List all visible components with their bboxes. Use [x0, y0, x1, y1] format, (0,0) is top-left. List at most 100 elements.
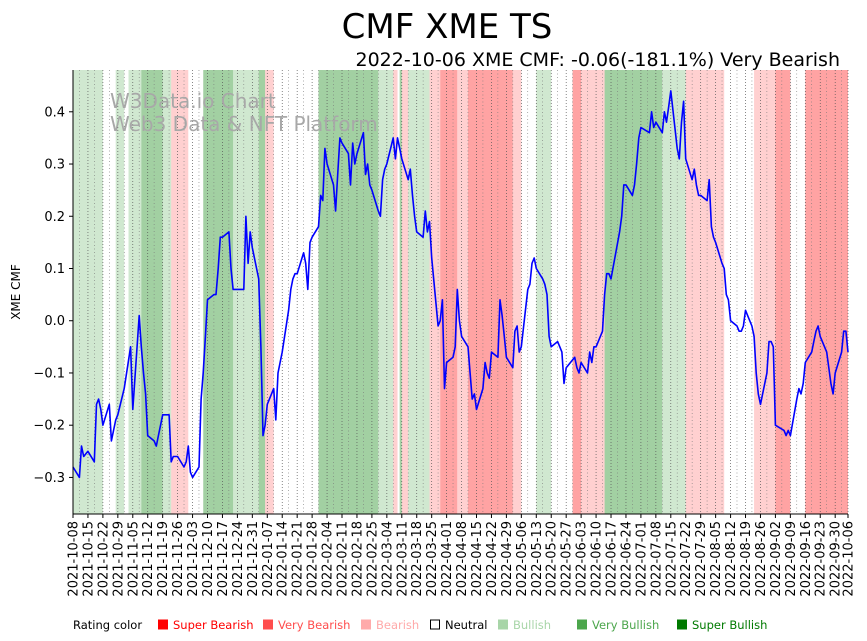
y-tick-label-2: −0.1: [33, 366, 65, 381]
rating-band-36: [754, 70, 776, 514]
legend-label-0: Super Bearish: [173, 618, 254, 632]
rating-band-5: [128, 70, 142, 514]
rating-band-17: [393, 70, 398, 514]
legend-swatch-1: [263, 619, 273, 630]
y-tick-label-5: 0.2: [44, 210, 65, 225]
x-tick-label-39: 2022-07-08: [649, 521, 664, 597]
x-tick-label-30: 2022-05-06: [515, 521, 530, 597]
rating-band-6: [141, 70, 163, 514]
rating-band-11: [233, 70, 259, 514]
x-tick-label-18: 2022-02-11: [336, 521, 351, 597]
x-tick-label-1: 2021-10-15: [81, 521, 96, 597]
x-tick-label-12: 2021-12-31: [246, 521, 261, 597]
x-tick-label-10: 2021-12-17: [216, 521, 231, 597]
rating-band-20: [401, 70, 409, 514]
x-tick-label-51: 2022-09-30: [829, 521, 844, 597]
rating-band-8: [171, 70, 189, 514]
x-tick-label-46: 2022-08-26: [754, 521, 769, 597]
rating-band-7: [162, 70, 172, 514]
x-tick-label-16: 2022-01-28: [306, 521, 321, 597]
legend-label-1: Very Bearish: [278, 618, 350, 632]
rating-band-1: [96, 70, 103, 514]
x-tick-label-8: 2021-12-03: [186, 521, 201, 597]
x-tick-label-50: 2022-09-23: [814, 521, 829, 597]
legend-label-6: Super Bullish: [692, 618, 767, 632]
rating-band-28: [536, 70, 552, 514]
rating-band-25: [467, 70, 513, 514]
rating-band-13: [265, 70, 274, 514]
x-tick-label-52: 2022-10-06: [842, 521, 857, 597]
x-tick-label-6: 2021-11-19: [156, 521, 171, 597]
y-tick-label-4: 0.1: [44, 262, 65, 277]
legend-title: Rating color: [73, 618, 142, 632]
rating-band-0: [73, 70, 97, 514]
axes: [72, 70, 848, 515]
x-tick-label-31: 2022-05-13: [530, 521, 545, 597]
rating-band-26: [512, 70, 522, 514]
legend-swatch-4: [498, 619, 508, 630]
x-tick-label-41: 2022-07-22: [679, 521, 694, 597]
rating-band-37: [775, 70, 791, 514]
legend-label-3: Neutral: [445, 618, 487, 632]
rating-band-10: [203, 70, 234, 514]
x-tick-label-19: 2022-02-18: [350, 521, 365, 597]
x-tick-label-23: 2022-03-18: [410, 521, 425, 597]
rating-band-32: [604, 70, 663, 514]
x-tick-label-7: 2021-11-26: [171, 521, 186, 597]
rating-band-24: [457, 70, 468, 514]
x-tick-label-28: 2022-04-22: [485, 521, 500, 597]
x-tick-label-20: 2022-02-25: [365, 521, 380, 597]
rating-legend: Rating color Super Bearish Very Bearish Bea…: [73, 618, 767, 632]
legend-swatch-3: [430, 619, 440, 630]
x-tick-label-45: 2022-08-19: [739, 521, 754, 597]
x-tick-label-43: 2022-08-05: [709, 521, 724, 597]
x-tick-label-29: 2022-04-29: [500, 521, 515, 597]
x-tick-label-21: 2022-03-04: [380, 521, 395, 597]
x-tick-label-33: 2022-05-27: [560, 521, 575, 597]
x-tick-label-38: 2022-07-01: [634, 521, 649, 597]
chart-title: CMF XME TS: [342, 7, 553, 47]
y-tick-label-3: 0.0: [44, 314, 65, 329]
legend-swatch-6: [677, 619, 687, 630]
x-tick-label-22: 2022-03-11: [395, 521, 410, 597]
x-gridlines: [72, 70, 849, 514]
x-tick-label-2: 2021-10-22: [96, 521, 111, 597]
x-tick-label-36: 2022-06-17: [605, 521, 620, 597]
x-tick-label-44: 2022-08-12: [724, 521, 739, 597]
x-tick-label-9: 2021-12-10: [201, 521, 216, 597]
x-tick-label-48: 2022-09-09: [784, 521, 799, 597]
x-tick-label-34: 2022-06-03: [575, 521, 590, 597]
rating-band-23: [440, 70, 458, 514]
rating-band-30: [572, 70, 582, 514]
rating-band-16: [378, 70, 394, 514]
legend-label-4: Bullish: [513, 618, 551, 632]
x-tick-label-5: 2021-11-12: [141, 521, 156, 597]
x-tick-label-15: 2022-01-21: [291, 521, 306, 597]
chart-subtitle: 2022-10-06 XME CMF: -0.06(-181.1%) Very …: [356, 49, 841, 71]
rating-band-3: [115, 70, 125, 514]
x-tick-label-40: 2022-07-15: [664, 521, 679, 597]
legend-swatch-0: [158, 619, 168, 630]
x-tick-label-13: 2022-01-07: [261, 521, 276, 597]
rating-band-12: [258, 70, 266, 514]
y-tick-label-6: 0.3: [44, 158, 65, 173]
legend-swatch-5: [577, 619, 587, 630]
y-tick-label-1: −0.2: [33, 419, 65, 434]
rating-band-31: [581, 70, 605, 514]
x-tick-label-49: 2022-09-16: [799, 521, 814, 597]
rating-band-19: [399, 70, 402, 514]
x-tick-label-17: 2022-02-04: [321, 521, 336, 597]
x-tick-label-3: 2021-10-29: [111, 521, 126, 597]
rating-bands: [73, 70, 848, 514]
watermark-line-2: Web3 Data & NFT Platform: [110, 112, 378, 136]
y-axis-ticks: −0.3 −0.2 −0.1 0.0 0.1 0.2 0.3 0.4: [33, 105, 73, 486]
x-tick-label-11: 2021-12-24: [231, 521, 246, 597]
x-tick-label-37: 2022-06-24: [619, 521, 634, 597]
rating-band-21: [408, 70, 430, 514]
y-tick-label-0: −0.3: [33, 471, 65, 486]
x-tick-label-32: 2022-05-20: [545, 521, 560, 597]
x-tick-label-27: 2022-04-15: [470, 521, 485, 597]
watermark-line-1: W3Data.io Chart: [110, 89, 276, 113]
legend-swatch-2: [361, 619, 371, 630]
